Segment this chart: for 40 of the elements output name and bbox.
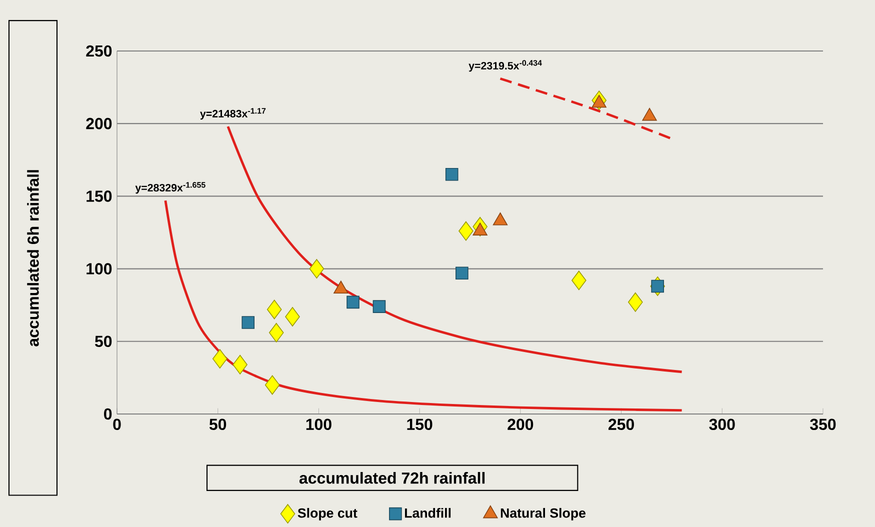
legend-label: Slope cut [298,508,358,520]
line-series [226,125,683,374]
point [309,259,324,279]
x-tick-label: 0 [113,418,121,430]
x-tick-label: 50 [209,418,226,430]
point [232,354,248,374]
x-tick-label: 250 [608,418,634,430]
point [628,292,643,312]
legend-label: Natural Slope [500,508,586,520]
point [268,322,284,342]
x-tick-label: 150 [407,418,432,430]
x-axis-title: accumulated 72h rainfall [299,472,485,484]
point [264,375,280,395]
y-axis-title: accumulated 6h rainfall [27,170,39,346]
point [266,300,282,320]
point [572,270,586,290]
y-tick-label: 100 [86,263,112,274]
y-tick-label: 50 [95,336,112,348]
x-tick-label: 350 [810,418,836,430]
y-tick-label: 200 [86,118,112,130]
y-tick-label: 250 [86,45,112,57]
point [212,349,228,369]
x-tick-label: 300 [709,418,735,430]
x-tick-label: 200 [508,418,534,430]
point [346,296,360,309]
point [456,266,468,280]
point [651,280,664,293]
annotation: y=28329x$^{-1.655}$ [135,182,206,194]
x-tick-label: 100 [306,418,332,430]
y-tick-label: 0 [104,408,112,420]
legend-label: Landfill [405,508,451,518]
point [242,316,255,329]
point [445,168,458,181]
y-tick-label: 150 [86,190,112,202]
point [458,221,474,241]
annotation: y=2319.5x$^{-0.434}$ [468,60,542,72]
point [285,306,300,326]
line-series [164,199,683,412]
annotation: y=21483x$^{-1.17}$ [200,108,266,120]
point [372,300,386,313]
